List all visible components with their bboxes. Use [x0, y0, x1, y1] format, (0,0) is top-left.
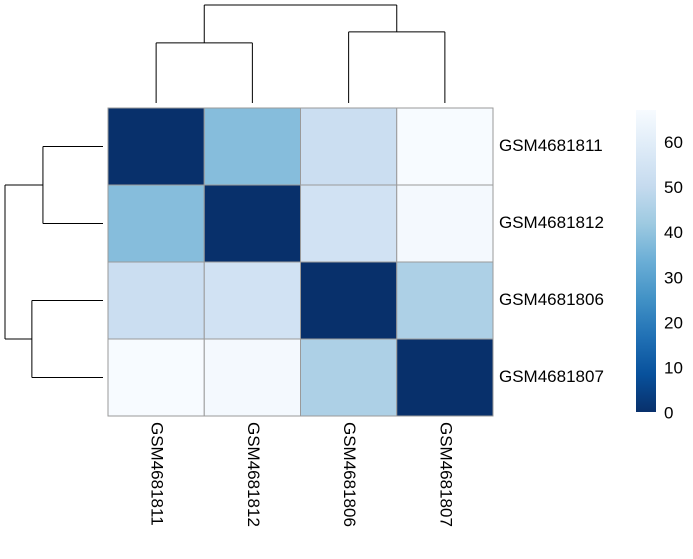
dendrogram-branch — [348, 31, 446, 103]
column-label: GSM4681811 — [148, 422, 167, 526]
color-bar-tick-label: 50 — [664, 178, 683, 197]
row-label: GSM4681811 — [499, 136, 603, 155]
color-bar — [636, 110, 656, 412]
dendrogram-branch — [155, 42, 253, 103]
heatmap-cell — [300, 107, 398, 186]
row-label: GSM4681812 — [499, 213, 604, 232]
color-bar-tick-label: 40 — [664, 223, 683, 242]
heatmap-cell — [203, 107, 301, 186]
color-bar-tick-label: 20 — [664, 313, 683, 332]
color-bar-tick-label: 0 — [664, 403, 673, 422]
heatmap-cell — [107, 184, 205, 263]
heatmap-cell — [396, 261, 494, 340]
row-label: GSM4681807 — [499, 367, 604, 386]
dendrogram-branch — [31, 300, 103, 378]
color-bar-tick-label: 60 — [664, 133, 683, 152]
heatmap-cell — [396, 184, 494, 263]
color-bar-tick-label: 10 — [664, 358, 683, 377]
color-bar-tick-label: 30 — [664, 268, 683, 287]
heatmap-cell — [107, 338, 205, 417]
column-label: GSM4681806 — [340, 422, 359, 527]
dendrogram-branch — [42, 146, 103, 224]
heatmap-cell — [396, 338, 494, 417]
heatmap-cell — [203, 338, 301, 417]
heatmap-cell — [203, 261, 301, 340]
heatmap-cell — [396, 107, 494, 186]
heatmap-cell — [107, 261, 205, 340]
heatmap-cell — [203, 184, 301, 263]
heatmap-cell — [300, 184, 398, 263]
heatmap-cell — [107, 107, 205, 186]
heatmap-cell — [300, 261, 398, 340]
dendrogram-branch — [5, 184, 43, 340]
row-label: GSM4681806 — [499, 290, 604, 309]
dendrogram-branch — [203, 5, 398, 43]
column-label: GSM4681812 — [244, 422, 263, 527]
heatmap-cell — [300, 338, 398, 417]
column-label: GSM4681807 — [436, 422, 455, 527]
